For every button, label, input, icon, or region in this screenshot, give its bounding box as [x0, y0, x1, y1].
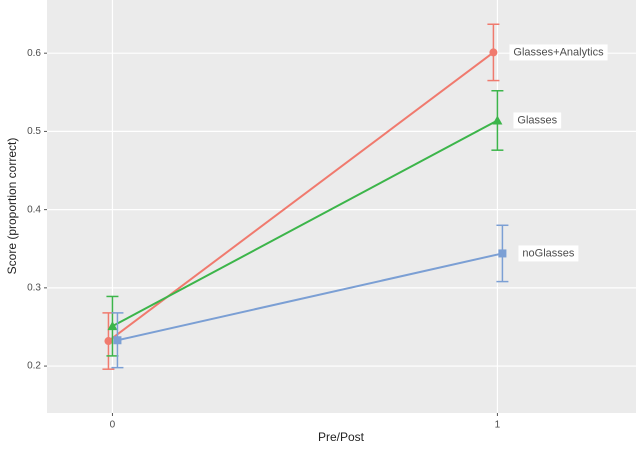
y-tick-label: 0.4	[27, 204, 41, 215]
series-label-bg	[518, 245, 579, 262]
point	[104, 337, 113, 346]
point	[113, 336, 122, 345]
point	[489, 48, 498, 57]
x-tick-label: 1	[495, 420, 501, 431]
y-tick-label: 0.6	[27, 48, 41, 59]
series-label: Glasses	[517, 114, 557, 126]
x-axis-title: Pre/Post	[318, 430, 365, 444]
y-tick-label: 0.2	[27, 361, 41, 372]
y-tick-label: 0.3	[27, 282, 41, 293]
point	[498, 249, 507, 258]
y-tick-label: 0.5	[27, 126, 41, 137]
series-line	[111, 119, 498, 328]
series-label: noGlasses	[522, 247, 574, 259]
y-axis-title: Score (proportion correct)	[5, 138, 19, 275]
series-label: Glasses+Analytics	[513, 46, 604, 58]
series-line	[117, 252, 503, 342]
point	[492, 115, 503, 125]
series-label-bg	[513, 112, 562, 129]
x-tick-label: 0	[110, 420, 116, 431]
series-label-bg	[509, 44, 608, 61]
plot-panel	[47, 0, 636, 413]
point	[107, 321, 118, 331]
